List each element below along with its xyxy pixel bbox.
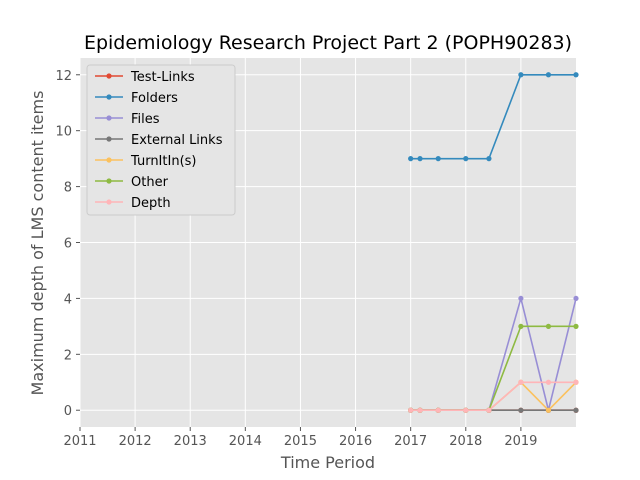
- x-tick-label: 2018: [449, 434, 482, 449]
- y-tick-label: 8: [64, 181, 72, 196]
- data-point-files: [573, 295, 579, 302]
- x-axis: 2011 2012 2013 2014 2015 2016 2017 2018 2019: [63, 427, 537, 449]
- data-point-external-links: [518, 407, 524, 413]
- data-point-depth: [463, 407, 469, 413]
- series-layer: [408, 72, 579, 413]
- data-point-depth: [408, 407, 414, 413]
- legend-item-other: Other: [95, 175, 169, 190]
- legend-label: TurnItIn(s): [130, 154, 196, 169]
- data-point-folders: [573, 72, 579, 78]
- legend-marker: [106, 136, 112, 142]
- legend-marker: [106, 178, 112, 184]
- data-point-folders: [408, 156, 414, 162]
- legend-item-files: Files: [95, 112, 160, 127]
- legend-label: Folders: [131, 91, 178, 106]
- series-folders: [408, 72, 579, 162]
- y-tick-label: 4: [64, 292, 72, 307]
- data-point-depth: [417, 407, 423, 413]
- data-point-depth: [545, 379, 552, 385]
- legend: Test-Links Folders Files External Links Turn…: [86, 64, 236, 216]
- data-point-files: [518, 295, 524, 302]
- data-point-depth: [435, 407, 441, 413]
- legend-marker: [106, 115, 112, 121]
- series-depth: [408, 379, 579, 413]
- chart-title: Epidemiology Research Project Part 2 (PO…: [84, 32, 572, 54]
- y-tick-label: 0: [64, 404, 72, 419]
- legend-item-turnitin-s: TurnItIn(s): [95, 154, 196, 169]
- legend-item-folders: Folders: [95, 91, 178, 106]
- x-tick-label: 2013: [174, 434, 207, 449]
- y-axis-label: Maximum depth of LMS content items: [28, 91, 47, 396]
- legend-box: [86, 64, 236, 216]
- y-tick-label: 10: [55, 125, 72, 140]
- legend-marker: [106, 199, 112, 205]
- legend-label: Depth: [131, 196, 171, 211]
- legend-marker: [106, 73, 112, 79]
- legend-marker: [106, 94, 112, 100]
- data-point-other: [545, 323, 552, 329]
- x-tick-label: 2014: [229, 434, 262, 449]
- grid: [79, 58, 576, 427]
- data-point-folders: [545, 72, 552, 78]
- data-point-other: [573, 323, 579, 329]
- data-point-other: [518, 323, 524, 329]
- x-tick-label: 2019: [504, 434, 537, 449]
- data-point-depth: [486, 407, 492, 413]
- legend-label: Files: [131, 112, 160, 127]
- y-tick-label: 2: [64, 348, 72, 363]
- legend-item-test-links: Test-Links: [95, 70, 195, 85]
- y-tick-label: 12: [55, 69, 72, 84]
- data-point-turnitin-s: [545, 407, 552, 413]
- legend-label: Other: [131, 175, 169, 190]
- series-line-folders: [410, 73, 576, 160]
- legend-item-depth: Depth: [95, 196, 171, 211]
- legend-item-external-links: External Links: [95, 133, 223, 148]
- data-point-folders: [417, 156, 423, 162]
- x-tick-label: 2011: [63, 434, 96, 449]
- data-point-folders: [463, 156, 469, 162]
- data-point-depth: [518, 379, 524, 385]
- x-axis-label: Time Period: [280, 453, 375, 472]
- x-tick-label: 2015: [284, 434, 317, 449]
- x-tick-label: 2012: [119, 434, 152, 449]
- legend-label: External Links: [131, 133, 223, 148]
- legend-marker: [106, 157, 112, 163]
- x-tick-label: 2017: [394, 434, 427, 449]
- y-axis: 0 2 4 6 8 10 12: [55, 69, 80, 419]
- legend-items: Test-Links Folders Files External Links Turn…: [95, 70, 223, 211]
- series-line-depth: [410, 381, 576, 412]
- data-point-folders: [518, 72, 524, 78]
- data-point-depth: [573, 379, 579, 385]
- data-point-external-links: [573, 407, 579, 413]
- x-tick-label: 2016: [339, 434, 372, 449]
- data-point-folders: [435, 156, 441, 162]
- data-point-folders: [486, 156, 492, 162]
- y-tick-label: 6: [64, 237, 72, 252]
- legend-label: Test-Links: [130, 70, 195, 85]
